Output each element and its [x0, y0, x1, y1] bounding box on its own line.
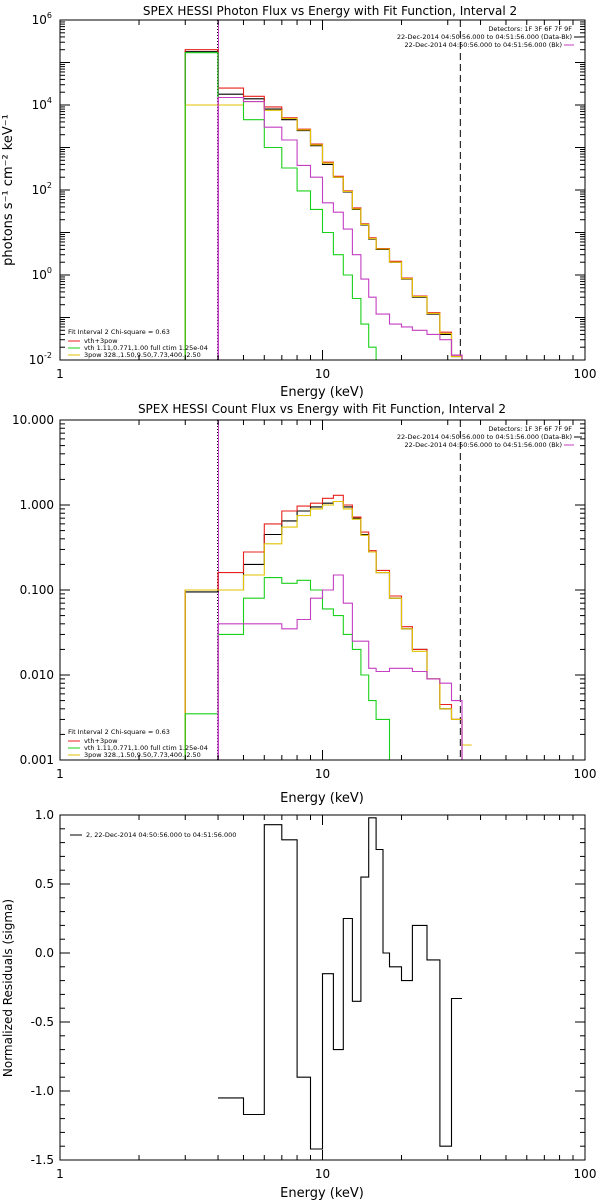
- detector-legend: Detectors: 1F 3F 6F 7F 9F 22-Dec-2014 04…: [397, 25, 582, 49]
- chart-title: SPEX HESSI Count Flux vs Energy with Fit…: [138, 402, 506, 416]
- x-tick-label: 10: [315, 1167, 330, 1181]
- axis-ticks: 1 10 100 10-2 100 102 104 106: [29, 11, 597, 381]
- x-tick-label: 1: [56, 1167, 64, 1181]
- fit-legend-header: Fit Interval 2 Chi-square = 0.63: [68, 328, 170, 336]
- series-group: [184, 49, 472, 361]
- x-tick-label: 1: [56, 367, 64, 381]
- detectors-text: Detectors: 1F 3F 6F 7F 9F: [488, 425, 572, 433]
- x-tick-label: 10: [315, 767, 330, 781]
- detector-legend: Detectors: 1F 3F 6F 7F 9F 22-Dec-2014 04…: [397, 425, 582, 449]
- y-axis-label: photons s⁻¹ cm⁻² keV⁻¹: [1, 114, 16, 266]
- x-tick-label: 1: [56, 767, 64, 781]
- fit-3pow-label: 3pow 328.,1.50,9.50,7.73,400.,2.50: [84, 351, 201, 359]
- y-tick-label: 10-2: [29, 351, 52, 367]
- axis-ticks: 1 10 100 -1.5 -1.0 -0.5 0.0 0.5 1.0: [31, 808, 597, 1181]
- data-bk-text: 22-Dec-2014 04:50:56.000 to 04:51:56.000…: [397, 433, 572, 441]
- series-black: [218, 817, 462, 1150]
- y-tick-label: 106: [32, 11, 52, 27]
- y-tick-label: -0.5: [31, 1015, 54, 1029]
- bk-text: 22-Dec-2014 04:50:56.000 to 04:51:56.000…: [405, 41, 563, 49]
- x-tick-label: 100: [574, 767, 597, 781]
- y-tick-label: 104: [32, 96, 52, 112]
- y-tick-label: 10.000: [12, 413, 54, 427]
- bk-text: 22-Dec-2014 04:50:56.000 to 04:51:56.000…: [405, 441, 563, 449]
- series-group: [218, 817, 462, 1150]
- residual-legend: 2, 22-Dec-2014 04:50:56.000 to 04:51:56.…: [70, 831, 236, 839]
- y-tick-label: 1.000: [20, 498, 54, 512]
- detectors-text: Detectors: 1F 3F 6F 7F 9F: [488, 25, 572, 33]
- y-axis-label: Normalized Residuals (sigma): [1, 899, 15, 1077]
- x-tick-label: 100: [574, 1167, 597, 1181]
- fit-legend: Fit Interval 2 Chi-square = 0.63 vth+3po…: [68, 328, 208, 359]
- series-red: [184, 494, 472, 761]
- x-axis-label: Energy (keV): [280, 1186, 364, 1200]
- axis-ticks: 1 10 100 0.001 0.010 0.100 1.000 10.000: [12, 413, 596, 781]
- x-tick-label: 10: [315, 367, 330, 381]
- y-tick-label: 0.001: [20, 753, 54, 767]
- fit-vth-label: vth 1.11,0.771,1.00 full ctim 1.25e-04: [84, 744, 208, 752]
- count-flux-panel: SPEX HESSI Count Flux vs Energy with Fit…: [12, 402, 596, 806]
- y-tick-label: -1.5: [31, 1153, 54, 1167]
- fit-3pow-label: 3pow 328.,1.50,9.50,7.73,400.,2.50: [84, 751, 201, 759]
- y-tick-label: 100: [32, 266, 52, 282]
- series-magenta: [185, 96, 472, 361]
- fit-total-label: vth+3pow: [84, 337, 118, 345]
- fit-legend-header: Fit Interval 2 Chi-square = 0.63: [68, 728, 170, 736]
- y-tick-label: 0.0: [35, 946, 54, 960]
- threshold-lines: [217, 420, 461, 760]
- fit-vth-label: vth 1.11,0.771,1.00 full ctim 1.25e-04: [84, 344, 208, 352]
- y-tick-label: 1.0: [35, 808, 54, 822]
- y-tick-label: -1.0: [31, 1084, 54, 1098]
- fit-total-label: vth+3pow: [84, 737, 118, 745]
- series-yellow: [184, 500, 472, 760]
- x-axis-label: Energy (keV): [280, 385, 364, 400]
- y-tick-label: 102: [32, 181, 52, 197]
- residuals-panel: 1 10 100 -1.5 -1.0 -0.5 0.0 0.5 1.0 Energy (keV)…: [1, 808, 596, 1200]
- x-axis-label: Energy (keV): [280, 791, 364, 806]
- series-black: [184, 500, 472, 761]
- y-tick-label: 0.5: [35, 877, 54, 891]
- series-group: [184, 494, 472, 761]
- data-bk-text: 22-Dec-2014 04:50:56.000 to 04:51:56.000…: [397, 33, 572, 41]
- threshold-lines: [217, 20, 461, 360]
- series-magenta: [185, 574, 472, 761]
- residual-legend-text: 2, 22-Dec-2014 04:50:56.000 to 04:51:56.…: [86, 831, 236, 839]
- series-yellow: [184, 101, 472, 361]
- photon-flux-panel: SPEX HESSI Photon Flux vs Energy with Fi…: [1, 4, 596, 400]
- chart-title: SPEX HESSI Photon Flux vs Energy with Fi…: [143, 4, 517, 18]
- fit-legend: Fit Interval 2 Chi-square = 0.63 vth+3po…: [68, 728, 208, 759]
- y-tick-label: 0.100: [20, 583, 54, 597]
- series-green: [184, 577, 472, 761]
- x-tick-label: 100: [574, 367, 597, 381]
- y-tick-label: 0.010: [20, 668, 54, 682]
